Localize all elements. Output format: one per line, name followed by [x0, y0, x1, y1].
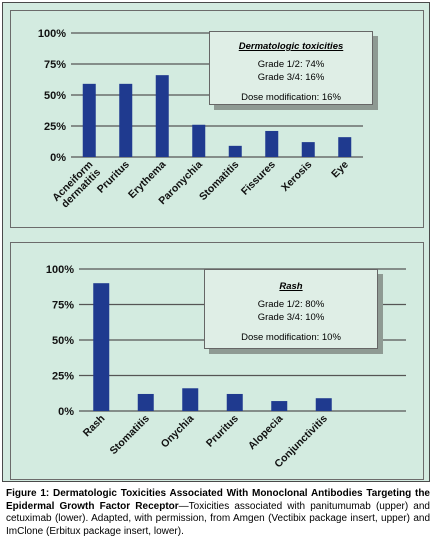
upper-category-label: Acneiformdermatitis: [50, 159, 103, 212]
lower-y-tick-label: 0%: [58, 406, 74, 418]
lower-y-tick-label: 75%: [52, 300, 74, 312]
upper-bar: [338, 137, 352, 157]
upper-y-tick-label: 100%: [38, 28, 66, 40]
lower-legend: Rash Grade 1/2: 80% Grade 3/4: 10% Dose …: [204, 269, 378, 349]
lower-bar-chart: 0%25%50%75%100%Rash Stomatitis Onychia Prur…: [46, 264, 406, 470]
upper-bar: [192, 124, 206, 157]
upper-legend-line-2: Grade 3/4: 16%: [257, 72, 325, 83]
upper-bar: [228, 145, 242, 157]
upper-chart-panel: 0% 25% 50% 75% 100% Acneiformdermatitis Prurit…: [10, 10, 424, 228]
upper-category-label: Fissures: [239, 159, 278, 198]
upper-y-tick-label: 0%: [50, 152, 66, 164]
upper-category-label: Xerosis: [279, 159, 314, 194]
lower-category-label: Pruritus: [204, 413, 241, 450]
caption-title: Figure 1: Dermatologic Toxicities Associ…: [6, 488, 430, 512]
upper-category-label: Eye: [329, 159, 351, 181]
upper-legend-line-1: Grade 1/2: 74%: [257, 59, 325, 70]
lower-legend-footer: Dose modification: 10%: [241, 332, 341, 343]
lower-y-tick-label: 25%: [52, 371, 74, 383]
lower-bar: [137, 393, 154, 411]
upper-bar: [119, 83, 133, 157]
upper-category-label: Stomatitis: [197, 159, 241, 203]
upper-bar: [301, 142, 315, 157]
lower-legend-line-1: Grade 1/2: 80%: [257, 299, 325, 310]
lower-chart-panel: 0% 25% 50% 75% 100% Rash Stomatitis Onychia Prur…: [10, 242, 424, 480]
lower-legend-line-2: Grade 3/4: 10%: [257, 312, 325, 323]
upper-legend: Dermatologic toxicities Grade 1/2: 74% G…: [209, 31, 373, 105]
lower-bar: [182, 388, 199, 411]
lower-bar: [226, 393, 243, 411]
upper-y-tick-label: 75%: [44, 59, 66, 71]
lower-y-tick-label: 100%: [46, 264, 74, 276]
lower-category-label: Rash: [81, 413, 108, 440]
lower-y-tick-label: 50%: [52, 335, 74, 347]
lower-bar: [93, 283, 110, 411]
lower-bar: [271, 401, 288, 411]
lower-legend-title: Rash: [279, 281, 303, 292]
upper-legend-footer: Dose modification: 16%: [241, 92, 341, 103]
upper-bar-chart: 0%25%50%75%100%AcneiformdermatitisPrurit…: [38, 28, 363, 212]
upper-bar: [155, 75, 169, 157]
upper-legend-title: Dermatologic toxicities: [238, 41, 344, 52]
upper-y-tick-label: 50%: [44, 90, 66, 102]
figure-caption: Figure 1: Dermatologic Toxicities Associ…: [6, 488, 430, 538]
upper-y-tick-label: 25%: [44, 121, 66, 133]
caption-text: —Toxicities associated with panitumumab …: [6, 500, 430, 537]
upper-bar: [82, 83, 96, 157]
lower-category-label: Alopecia: [246, 413, 286, 453]
lower-category-label: Onychia: [159, 413, 197, 451]
upper-bar: [265, 130, 279, 157]
lower-category-label: Stomatitis: [107, 413, 151, 457]
lower-bar: [315, 398, 332, 411]
